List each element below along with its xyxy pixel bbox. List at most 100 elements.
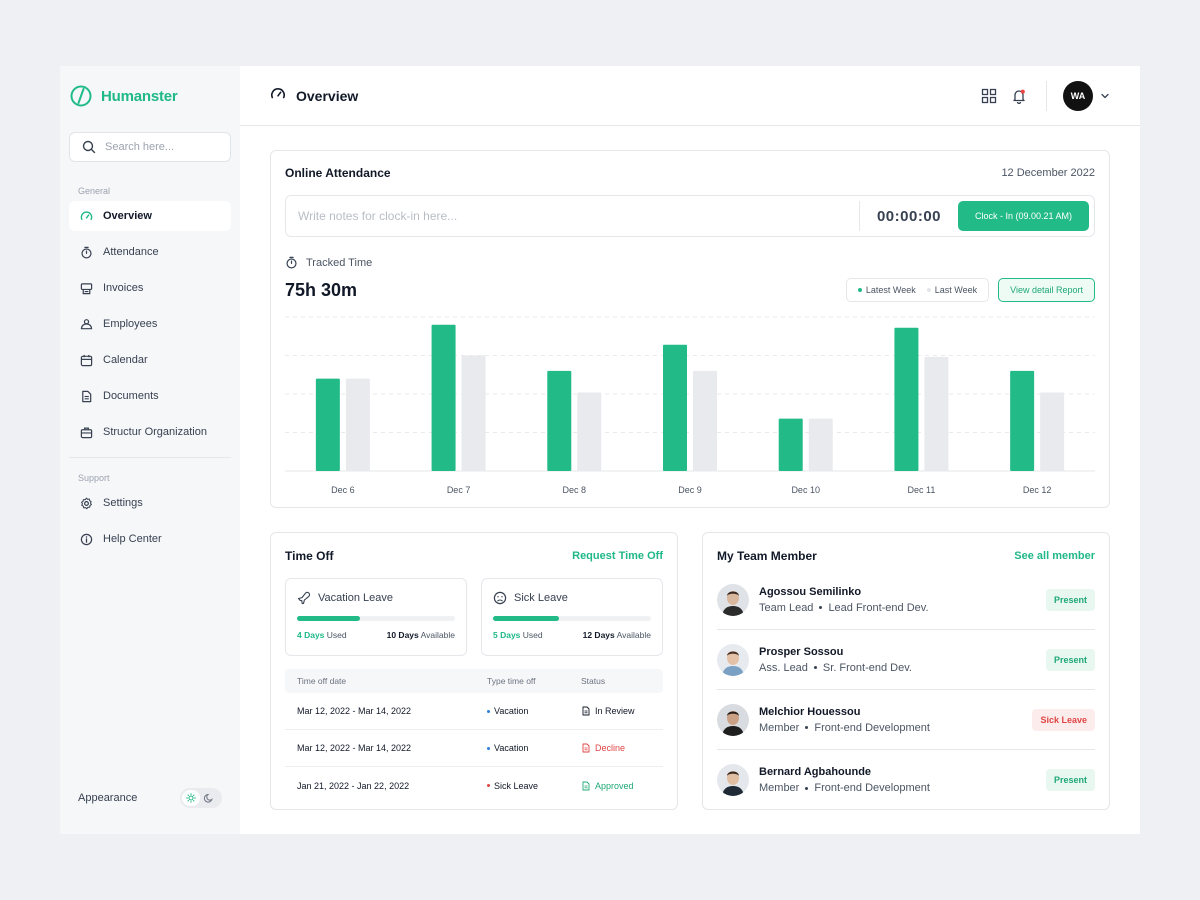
bar-last-week[interactable] (693, 370, 717, 471)
member-avatar[interactable] (717, 643, 749, 676)
attendance-date: 12 December 2022 (1001, 167, 1095, 179)
bar-latest-week[interactable] (547, 370, 572, 471)
table-row[interactable]: Jan 21, 2022 - Jan 22, 2022 Sick Leave App… (285, 767, 663, 804)
team-member-row[interactable]: Agossou Semilinko Team Lead Lead Front-end… (717, 570, 1095, 630)
view-detail-report-button[interactable]: View detail Report (998, 278, 1095, 302)
online-attendance-card: Online Attendance 12 December 2022 00:00… (270, 150, 1110, 508)
section-label-support: Support (78, 473, 110, 483)
bar-last-week[interactable] (808, 418, 833, 471)
sidebar-item-label: Invoices (103, 282, 144, 294)
tracked-time-row: 75h 30m Latest Week Last Week View detai… (285, 277, 1095, 303)
bar-last-week[interactable] (1040, 392, 1065, 471)
sun-icon[interactable] (182, 790, 200, 806)
table-row[interactable]: Mar 12, 2022 - Mar 14, 2022 Vacation In Re… (285, 693, 663, 730)
sick-progress-bar (493, 616, 651, 621)
time-off-date: Mar 12, 2022 - Mar 14, 2022 (297, 706, 412, 716)
theme-toggle[interactable] (180, 788, 222, 808)
moon-icon[interactable] (200, 790, 218, 806)
vacation-leave-card[interactable]: Vacation Leave 4 Days Used 10 Days Avail… (285, 578, 467, 656)
x-tick-label: Dec 8 (563, 485, 587, 495)
team-member-row[interactable]: Melchior Houessou Member Front-end Develop… (717, 690, 1095, 750)
legend-dot (926, 288, 931, 292)
table-header: Time off date Type time off Status (285, 669, 663, 693)
gauge-icon (270, 86, 286, 105)
topbar-divider (1046, 80, 1047, 111)
stopwatch-icon (79, 245, 93, 259)
request-time-off-link[interactable]: Request Time Off (572, 549, 663, 562)
sick-progress-fill (493, 616, 560, 621)
sick-leave-card[interactable]: Sick Leave 5 Days Used 12 Days Available (481, 578, 663, 656)
brand[interactable]: Humanster (69, 66, 231, 126)
clock-divider (859, 201, 860, 231)
sidebar-item-settings[interactable]: Settings (69, 488, 231, 518)
search-input[interactable] (105, 141, 225, 153)
tracked-time-label-row: Tracked Time (285, 256, 1095, 269)
bar-latest-week[interactable] (315, 378, 340, 471)
legend-dot (857, 288, 862, 292)
bar-chart: Dec 6 Dec 7 Dec 8 Dec 9 Dec 10 Dec 11 Dec 12 (285, 316, 1095, 495)
x-tick-label: Dec 12 (1023, 485, 1052, 495)
bar-latest-week[interactable] (894, 327, 919, 471)
sidebar-item-invoices[interactable]: Invoices (69, 273, 231, 303)
sidebar-item-attendance[interactable]: Attendance (69, 237, 231, 267)
clock-in-button[interactable]: Clock - In (09.00.21 AM) (958, 201, 1089, 231)
clock-timer: 00:00:00 (876, 207, 942, 225)
see-all-member-link[interactable]: See all member (1014, 549, 1095, 562)
team-member-row[interactable]: Bernard Agbahounde Member Front-end Develo… (717, 750, 1095, 810)
bar-latest-week[interactable] (1010, 370, 1035, 471)
bar-latest-week[interactable] (663, 344, 687, 471)
status-badge: Present (1045, 648, 1095, 671)
member-role: Team Lead Lead Front-end Dev. (759, 601, 929, 614)
sidebar-divider (69, 457, 231, 458)
clock-in-notes-input[interactable] (298, 209, 859, 223)
search-icon (82, 140, 96, 154)
member-avatar[interactable] (717, 703, 749, 736)
member-info: Melchior Houessou Member Front-end Develop… (759, 706, 930, 734)
search-box[interactable] (69, 132, 231, 162)
bar-last-week[interactable] (461, 355, 486, 472)
table-row[interactable]: Mar 12, 2022 - Mar 14, 2022 Vacation Decli… (285, 730, 663, 767)
brand-name: Humanster (101, 87, 178, 105)
sidebar-item-employees[interactable]: Employees (69, 309, 231, 339)
team-member-row[interactable]: Prosper Sossou Ass. Lead Sr. Front-end Dev… (717, 630, 1095, 690)
gear-icon (79, 496, 93, 510)
sidebar-item-calendar[interactable]: Calendar (69, 345, 231, 375)
bar-latest-week[interactable] (778, 418, 803, 471)
bar-last-week[interactable] (577, 392, 602, 471)
member-avatar[interactable] (717, 764, 749, 796)
member-avatar[interactable] (717, 583, 749, 616)
sidebar-item-label: Documents (103, 390, 159, 402)
column-header: Status (581, 676, 606, 686)
sidebar-item-label: Attendance (103, 246, 159, 258)
member-name: Agossou Semilinko (759, 585, 862, 598)
bar-last-week[interactable] (345, 378, 370, 471)
sidebar-item-documents[interactable]: Documents (69, 381, 231, 411)
sidebar-item-label: Overview (103, 210, 152, 222)
x-tick-label: Dec 9 (678, 485, 702, 495)
type-bullet (487, 709, 490, 713)
topbar: Overview WA (240, 66, 1140, 126)
status-badge: Present (1045, 588, 1095, 611)
sick-available: 12 Days Available (582, 630, 651, 640)
sidebar-item-overview[interactable]: Overview (69, 201, 231, 231)
time-off-status: In Review (581, 706, 663, 716)
airplane-icon (297, 591, 311, 605)
briefcase-icon (79, 425, 93, 439)
main-content: Overview WA Online Attendance 12 Decembe… (240, 66, 1140, 834)
sidebar-item-structur-organization[interactable]: Structur Organization (69, 417, 231, 447)
user-avatar[interactable]: WA (1063, 80, 1093, 111)
legend-latest-week[interactable]: Latest Week (857, 285, 916, 295)
page-title: Overview (296, 87, 359, 104)
apps-grid-icon[interactable] (980, 87, 998, 105)
support-nav: Settings Help Center (69, 488, 231, 554)
sidebar-item-help-center[interactable]: Help Center (69, 524, 231, 554)
time-off-status: Approved (581, 781, 663, 791)
bar-last-week[interactable] (924, 357, 949, 471)
bell-icon[interactable] (1010, 87, 1028, 105)
bar-latest-week[interactable] (431, 324, 456, 471)
legend-last-week[interactable]: Last Week (926, 285, 977, 295)
chevron-down-icon[interactable] (1100, 91, 1110, 101)
section-label-general: General (78, 186, 111, 196)
team-title: My Team Member (717, 548, 817, 563)
clock-in-bar: 00:00:00 Clock - In (09.00.21 AM) (285, 195, 1095, 237)
